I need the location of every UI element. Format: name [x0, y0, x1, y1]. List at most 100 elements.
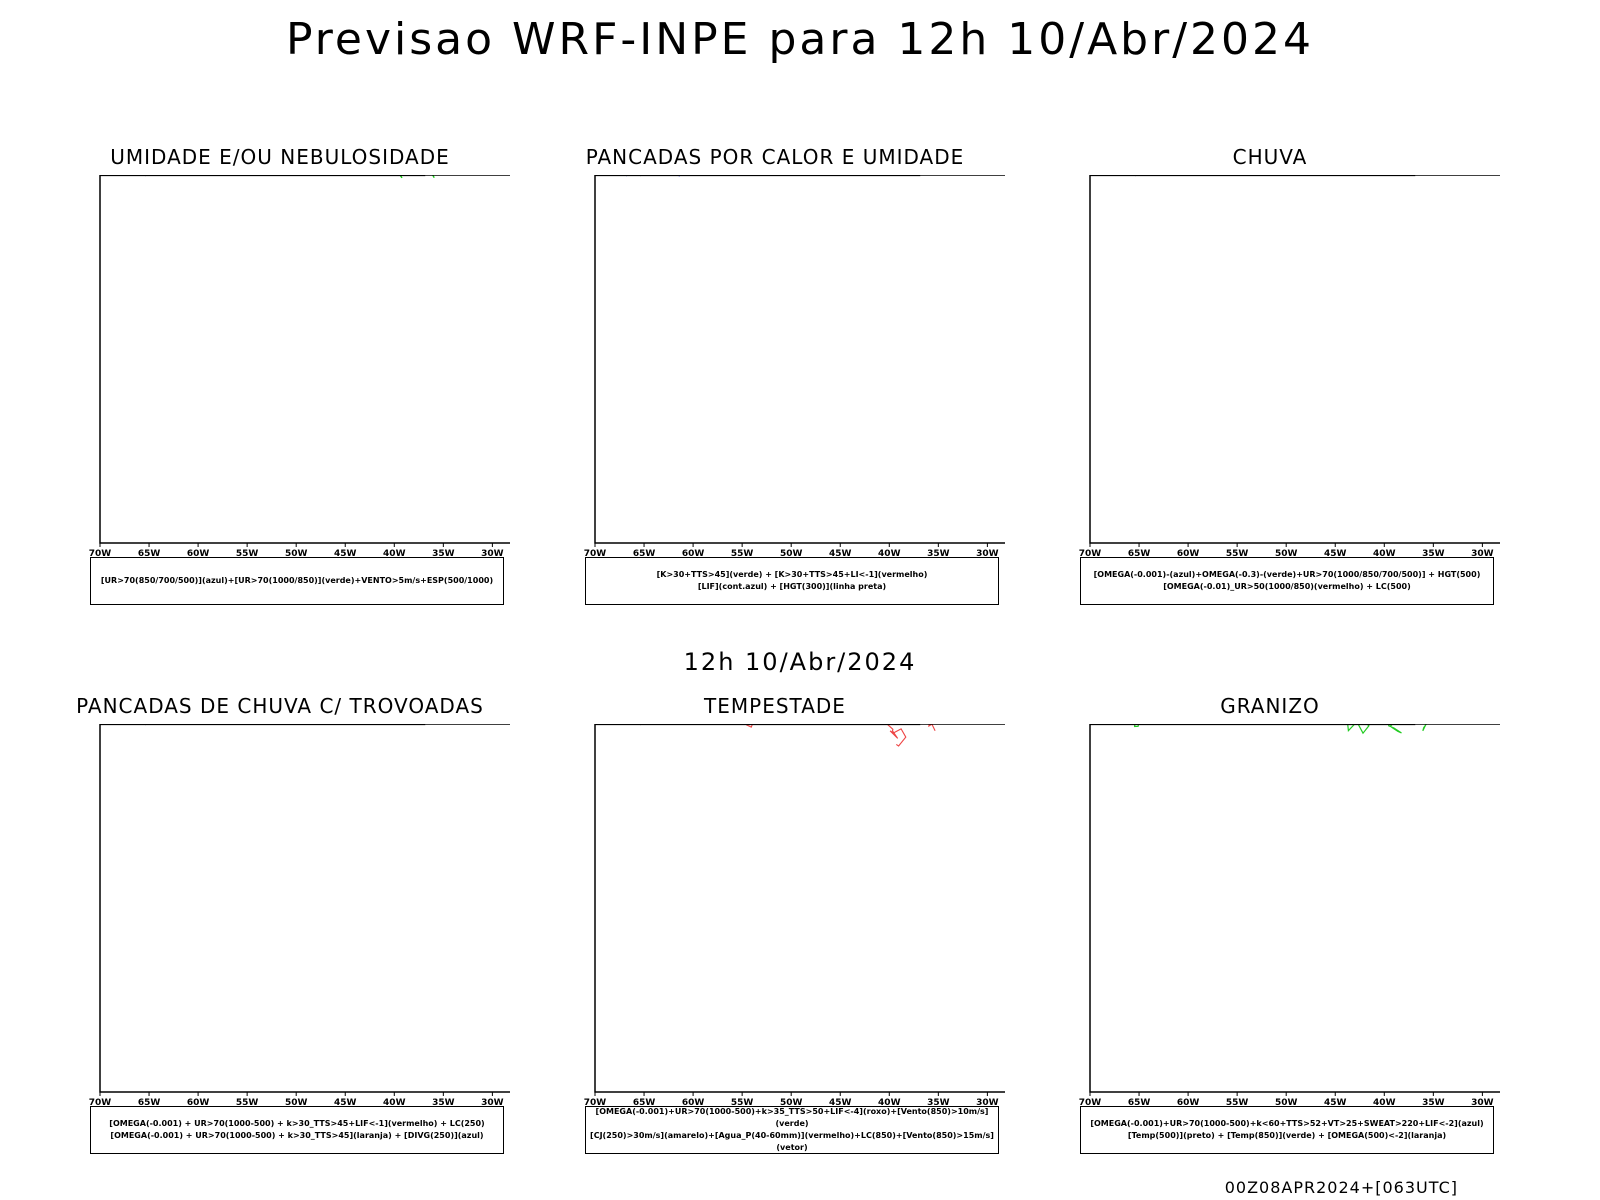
map-5: 12121518212412151212S15S18S21S24S27S30S3…	[1079, 724, 1500, 1108]
lon-tick-label: 65W	[633, 549, 656, 559]
lon-tick-label: 35W	[432, 549, 455, 559]
map-frame	[594, 175, 1005, 544]
lon-tick-label: 55W	[236, 549, 259, 559]
legend-line: [CJ(250)>30m/s](amarelo)+[Agua_P(40-60mm…	[590, 1131, 994, 1152]
lon-tick-label: 30W	[1471, 1098, 1494, 1108]
legend-line: [LIF](cont.azul) + [HGT(300)](linha pret…	[697, 582, 887, 591]
lon-tick-label: 45W	[334, 549, 357, 559]
lon-tick-label: 30W	[481, 549, 504, 559]
temp850-contour	[1422, 724, 1428, 732]
valid-time-title: 12h 10/Abr/2024	[683, 648, 917, 676]
lon-tick-label: 70W	[584, 1098, 607, 1108]
lon-tick-label: 70W	[1079, 1098, 1102, 1108]
map-1: 9680968096009600952094409360928092009120…	[584, 175, 1005, 559]
map-3: 12S15S18S21S24S27S30S33S36S39S42S70W65W6…	[89, 724, 510, 1108]
panel-legend: [OMEGA(-0.001)+UR>70(1000-500)+k>35_TTS>…	[585, 1106, 999, 1154]
lon-tick-label: 50W	[1275, 1098, 1298, 1108]
lon-tick-label: 35W	[927, 549, 950, 559]
lon-tick-label: 50W	[1275, 549, 1298, 559]
lon-tick-label: 70W	[1079, 549, 1102, 559]
lon-tick-label: 70W	[89, 549, 112, 559]
map-background	[595, 175, 1005, 543]
panel-legend: [OMEGA(-0.001)-(azul)+OMEGA(-0.3)-(verde…	[1080, 557, 1494, 605]
panel-legend: [OMEGA(-0.001)+UR>70(1000-500)+k<60+TTS>…	[1080, 1106, 1494, 1154]
lon-tick-label: 40W	[383, 1098, 406, 1108]
lon-tick-label: 45W	[334, 1098, 357, 1108]
legend-line: [OMEGA(-0.001)-(azul)+OMEGA(-0.3)-(verde…	[1093, 570, 1481, 579]
lon-tick-label: 60W	[187, 549, 210, 559]
legend-line: [OMEGA(-0.001) + UR>70(1000-500) + k>30_…	[110, 1131, 484, 1140]
lon-tick-label: 65W	[138, 549, 161, 559]
panel-chuva: CHUVA [OMEGA(-0.001)-(azul)+OMEGA(-0.3)-…	[1050, 145, 1500, 625]
panel-legend: [OMEGA(-0.001) + UR>70(1000-500) + k>30_…	[90, 1106, 504, 1154]
temp850-contour	[1387, 724, 1402, 734]
lon-tick-label: 35W	[1422, 549, 1445, 559]
map-background	[1090, 724, 1500, 1092]
panel-legend: [UR>70(850/700/500)](azul)+[UR>70(1000/8…	[90, 557, 504, 605]
run-timestamp: 00Z08APR2024+[063UTC]	[1224, 1178, 1458, 1197]
map-0: 1012101210121016101210121012102010241016…	[89, 175, 510, 559]
lon-tick-label: 40W	[878, 549, 901, 559]
lon-tick-label: 50W	[285, 1098, 308, 1108]
map-4: 404012S15S18S21S24S27S30S33S36S39S42S70W…	[584, 724, 1005, 1108]
legend-line: [UR>70(850/700/500)](azul)+[UR>70(1000/8…	[100, 576, 494, 585]
lon-tick-label: 35W	[1422, 1098, 1445, 1108]
legend-line: [OMEGA(-0.001)+UR>70(1000-500)+k<60+TTS>…	[1090, 1119, 1484, 1128]
legend-line: [OMEGA(-0.001) + UR>70(1000-500) + k>30_…	[109, 1119, 485, 1128]
lon-tick-label: 55W	[731, 549, 754, 559]
map-background	[100, 724, 510, 1092]
map-content	[100, 724, 510, 1092]
legend-line: [K>30+TTS>45](verde) + [K>30+TTS>45+LI<-…	[656, 570, 928, 579]
lon-tick-label: 30W	[1471, 549, 1494, 559]
lon-tick-label: 30W	[976, 1098, 999, 1108]
lon-tick-label: 40W	[1373, 549, 1396, 559]
lon-tick-label: 70W	[584, 549, 607, 559]
lon-tick-label: 40W	[878, 1098, 901, 1108]
lon-tick-label: 60W	[682, 1098, 705, 1108]
lon-tick-label: 70W	[89, 1098, 112, 1108]
lon-tick-label: 55W	[731, 1098, 754, 1108]
map-frame	[1089, 175, 1500, 544]
panel-title: PANCADAS DE CHUVA C/ TROVOADAS	[76, 694, 484, 718]
map-frame	[1089, 724, 1500, 1093]
lon-tick-label: 60W	[682, 549, 705, 559]
panel-pancadas-calor: PANCADAS POR CALOR E UMIDADE [K>30+TTS>4…	[555, 145, 1005, 625]
lon-tick-label: 60W	[187, 1098, 210, 1108]
map-frame	[99, 175, 510, 544]
map-background	[100, 175, 510, 543]
lon-tick-label: 65W	[1128, 1098, 1151, 1108]
lon-tick-label: 30W	[481, 1098, 504, 1108]
panel-tempestade: TEMPESTADE [OMEGA(-0.001)+UR>70(1000-500…	[555, 694, 1005, 1174]
map-content: 121215182124121512	[1090, 724, 1500, 1092]
lon-tick-label: 30W	[976, 549, 999, 559]
map-frame	[99, 724, 510, 1093]
precipitable-water-contour	[886, 724, 907, 747]
map-frame	[594, 724, 1005, 1093]
lon-tick-label: 55W	[236, 1098, 259, 1108]
legend-line: [OMEGA(-0.001)+UR>70(1000-500)+k>35_TTS>…	[595, 1107, 989, 1128]
map-content: 582576576570564558552546540	[1090, 175, 1500, 543]
lon-tick-label: 45W	[1324, 549, 1347, 559]
lon-tick-label: 60W	[1177, 549, 1200, 559]
lon-tick-label: 45W	[829, 1098, 852, 1108]
lon-tick-label: 55W	[1226, 549, 1249, 559]
lon-tick-label: 50W	[780, 549, 803, 559]
map-content: 9680968096009600952094409360928092009120…	[595, 175, 1005, 543]
lon-tick-label: 35W	[432, 1098, 455, 1108]
legend-line: [OMEGA(-0.01)_UR>50(1000/850)(vermelho) …	[1163, 582, 1411, 591]
panel-title: CHUVA	[1232, 145, 1308, 169]
panel-umidade: UMIDADE E/OU NEBULOSIDADE [UR>70(850/700…	[60, 145, 510, 625]
legend-line: [Temp(500)](preto) + [Temp(850)](verde) …	[1127, 1131, 1447, 1140]
lon-tick-label: 50W	[285, 549, 308, 559]
map-background	[1090, 175, 1500, 543]
lon-tick-label: 60W	[1177, 1098, 1200, 1108]
map-background	[595, 724, 1005, 1092]
lon-tick-label: 45W	[829, 549, 852, 559]
panel-title: PANCADAS POR CALOR E UMIDADE	[585, 145, 965, 169]
map-content: 4040	[595, 724, 1005, 1092]
lon-tick-label: 65W	[1128, 549, 1151, 559]
lon-tick-label: 50W	[780, 1098, 803, 1108]
lon-tick-label: 65W	[633, 1098, 656, 1108]
panel-legend: [K>30+TTS>45](verde) + [K>30+TTS>45+LI<-…	[585, 557, 999, 605]
panel-title: GRANIZO	[1220, 694, 1320, 718]
